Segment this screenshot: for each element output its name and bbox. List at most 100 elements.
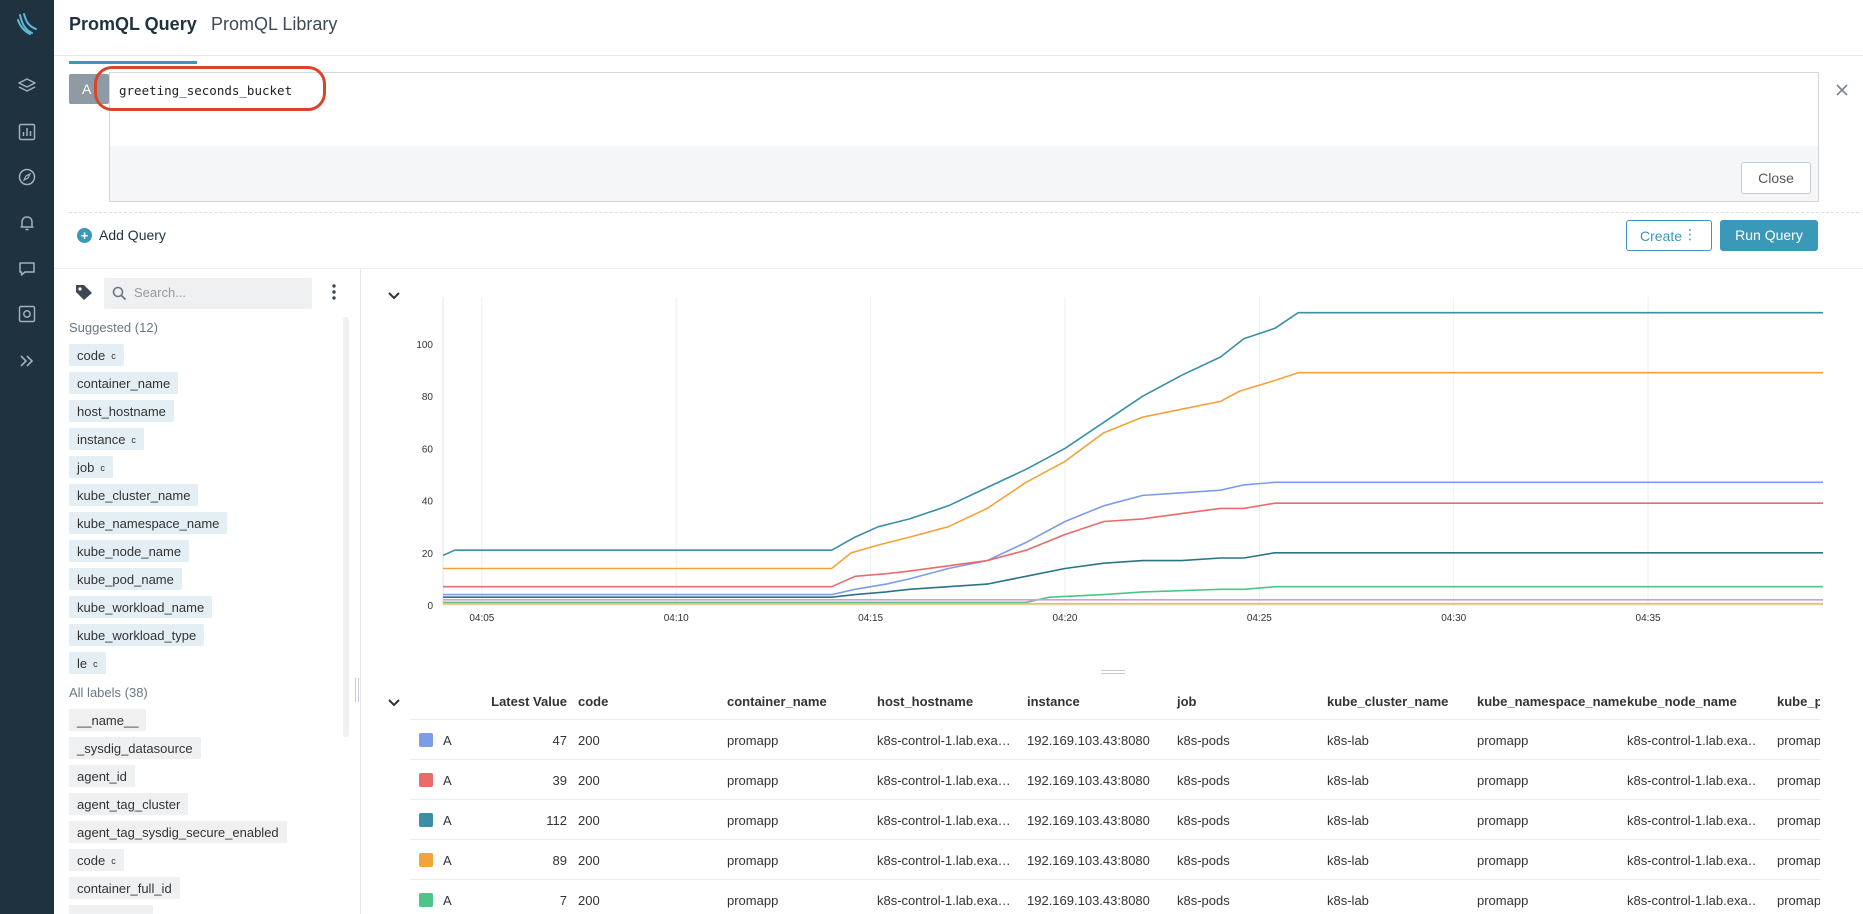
column-header[interactable]: instance (1027, 694, 1080, 709)
alert-bell-icon[interactable] (12, 208, 42, 238)
add-query-button[interactable]: + Add Query (77, 227, 166, 243)
column-header[interactable]: kube_namespace_name (1477, 694, 1627, 709)
column-header[interactable]: Latest Value (491, 694, 567, 709)
label-chip[interactable]: kube_pod_name (69, 568, 182, 590)
series-color-swatch (419, 853, 433, 867)
search-icon (112, 286, 127, 301)
label-search-box[interactable] (104, 278, 312, 309)
label-chip-name: instance (77, 432, 126, 447)
table-cell: promapp (1477, 893, 1529, 908)
timeseries-chart: 04:05 04:10 04:15 04:20 04:25 04:30 04:35 0 20 40… (416, 297, 1823, 624)
column-header[interactable]: kube_node_name (1627, 694, 1737, 709)
labels-scrollbar[interactable] (343, 317, 349, 737)
label-chip[interactable]: job c (69, 456, 113, 478)
label-chip[interactable]: _sysdig_datasource (69, 737, 201, 759)
more-vertical-icon[interactable] (331, 283, 337, 306)
labels-panel: Suggested (12)codeccontainer_namehost_ho… (54, 269, 361, 914)
tag-icon[interactable] (74, 283, 94, 306)
label-chip[interactable]: instance c (69, 428, 144, 450)
label-chip-name: kube_namespace_name (77, 516, 220, 531)
table-cell: k8s-pods (1177, 733, 1230, 748)
y-tick-label: 40 (422, 497, 434, 508)
expand-chevrons-icon[interactable] (12, 346, 42, 376)
table-row[interactable]: A 89 200 promapp k8s-control-1.lab.exa… 192.1… (410, 839, 1820, 879)
label-chip[interactable]: kube_cluster_name (69, 484, 199, 506)
table-cell: 200 (578, 893, 600, 908)
column-header[interactable]: code (578, 694, 609, 709)
label-chip[interactable]: le c (69, 652, 106, 674)
label-chip[interactable]: kube_workload_type (69, 624, 205, 646)
query-letter-cell: A (443, 853, 452, 868)
label-chip[interactable]: code c (69, 849, 124, 871)
close-button[interactable]: Close (1741, 162, 1811, 194)
label-chip[interactable]: __name__ (69, 709, 147, 731)
table-row[interactable]: A 39 200 promapp k8s-control-1.lab.exa… 192.1… (410, 759, 1820, 799)
y-tick-label: 80 (422, 392, 434, 403)
series-color-swatch (419, 773, 433, 787)
query-text[interactable]: greeting_seconds_bucket (119, 83, 293, 98)
chart-collapse-chevron-icon[interactable] (388, 287, 400, 305)
compass-icon[interactable] (12, 162, 42, 192)
create-label: Create (1640, 228, 1683, 244)
tab-promql-query[interactable]: PromQL Query (69, 14, 197, 64)
label-chip[interactable]: kube_workload_name (69, 596, 213, 618)
label-chip[interactable]: kube_namespace_name (69, 512, 228, 534)
table-cell: promapp (1477, 853, 1529, 868)
query-text-area[interactable]: greeting_seconds_bucket (110, 73, 1818, 146)
table-cell: 112 (546, 813, 567, 828)
label-chip-name: kube_pod_name (77, 572, 174, 587)
label-chip[interactable]: agent_tag_cluster (69, 793, 189, 815)
label-chip-name: container_name (77, 376, 171, 391)
query-editor: greeting_seconds_bucket Close (109, 72, 1819, 202)
table-cell: k8s-control-1.lab.exa… (1627, 893, 1757, 908)
more-vertical-icon: ⋮ (1683, 226, 1697, 242)
header-tabs: PromQL Query PromQL Library (54, 0, 1863, 64)
search-input[interactable] (134, 285, 304, 300)
capture-camera-icon[interactable] (12, 299, 42, 329)
x-tick-label: 04:30 (1441, 613, 1466, 624)
label-chip-c-marker: c (111, 856, 116, 866)
tab-promql-library[interactable]: PromQL Library (211, 14, 338, 34)
event-chat-icon[interactable] (12, 254, 42, 284)
table-cell: 200 (578, 733, 600, 748)
create-button[interactable]: Create ⋮ (1626, 220, 1712, 251)
chart-resize-handle[interactable] (1101, 670, 1125, 674)
column-header[interactable]: kube_cluster_name (1327, 694, 1449, 709)
label-chip[interactable]: host_hostname (69, 400, 174, 422)
x-tick-label: 04:20 (1052, 613, 1077, 624)
panel-resize-handle[interactable] (355, 678, 359, 702)
dashboard-icon[interactable] (12, 117, 42, 147)
column-header[interactable]: container_name (727, 694, 827, 709)
x-tick-label: 04:35 (1636, 613, 1661, 624)
label-chip-name: le (77, 656, 88, 671)
label-chip-name: kube_cluster_name (77, 488, 191, 503)
sysdig-logo-icon[interactable] (12, 9, 42, 39)
table-cell: k8s-pods (1177, 773, 1230, 788)
label-chip[interactable]: agent_tag_sysdig_secure_enabled (69, 821, 287, 843)
y-tick-label: 100 (416, 340, 433, 351)
y-tick-label: 0 (427, 601, 433, 612)
series-line (443, 481, 1823, 596)
table-row[interactable]: A 7 200 promapp k8s-control-1.lab.exa… 192.16… (410, 879, 1820, 914)
section-divider (54, 268, 1863, 269)
series-color-swatch (419, 813, 433, 827)
column-header[interactable]: kube_p (1777, 694, 1820, 709)
label-chip-partial[interactable] (69, 905, 153, 914)
close-icon[interactable] (1832, 80, 1852, 100)
run-query-button[interactable]: Run Query (1720, 220, 1818, 251)
table-cell: k8s-pods (1177, 893, 1230, 908)
table-row[interactable]: A 112 200 promapp k8s-control-1.lab.exa… 192.… (410, 799, 1820, 839)
series-line (443, 585, 1823, 604)
table-cell: 192.169.103.43:8080 (1027, 893, 1150, 908)
label-chip[interactable]: agent_id (69, 765, 135, 787)
column-header[interactable]: job (1177, 694, 1197, 709)
table-row[interactable]: A 47 200 promapp k8s-control-1.lab.exa… 192.1… (410, 719, 1820, 759)
layers-icon[interactable] (12, 71, 42, 101)
add-query-label: Add Query (99, 227, 166, 243)
table-collapse-chevron-icon[interactable] (388, 694, 400, 712)
label-chip[interactable]: kube_node_name (69, 540, 190, 562)
label-chip[interactable]: container_full_id (69, 877, 180, 899)
label-chip[interactable]: container_name (69, 372, 179, 394)
label-chip[interactable]: code c (69, 344, 124, 366)
column-header[interactable]: host_hostname (877, 694, 974, 709)
